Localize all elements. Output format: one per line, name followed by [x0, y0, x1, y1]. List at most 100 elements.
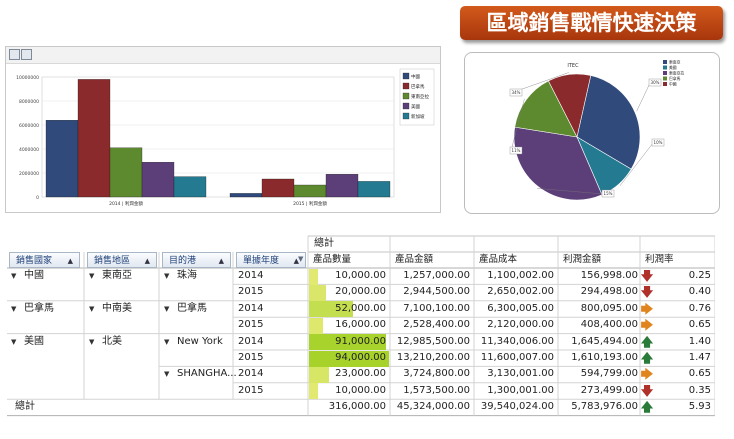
callout-line	[636, 82, 651, 112]
field-button-2[interactable]: 銷售地區 ▲	[87, 252, 157, 268]
expand-icon[interactable]: ▼	[89, 304, 95, 313]
cell-amount: 13,210,200.00	[396, 352, 470, 363]
y-tick-label: 8000000	[19, 99, 39, 105]
row-port: 珠海	[177, 270, 197, 281]
cell-quantity: 16,000.00	[335, 319, 386, 331]
expand-icon[interactable]: ▼	[11, 337, 17, 346]
expand-icon[interactable]: ▼	[89, 337, 95, 346]
measure-header-1: 產品數量	[313, 254, 352, 265]
pie-title: ITEC	[567, 63, 579, 69]
quantity-data-bar	[309, 268, 318, 285]
pie-legend-swatch	[663, 82, 667, 86]
chart-type-icon[interactable]	[9, 49, 20, 60]
y-tick-label: 6000000	[19, 123, 39, 129]
trend-up-icon: 🡅	[640, 351, 654, 365]
expand-icon[interactable]: ▼	[89, 272, 95, 280]
row-port: 巴拿馬	[177, 302, 207, 314]
trend-up-icon: 🡅	[640, 334, 654, 349]
bar-chart: 10000000 8000000 6000000 4000000 2000000 0 201…	[16, 68, 435, 207]
expand-icon[interactable]: ▼	[11, 304, 17, 313]
total-profit: 5,783,976.00	[571, 401, 638, 413]
trend-up-icon: 🡅	[640, 400, 654, 415]
cell-amount: 7,100,100.00	[403, 302, 470, 314]
field-button-label: 目的港	[169, 256, 197, 266]
quantity-data-bar	[309, 317, 323, 334]
cell-quantity: 91,000.00	[335, 335, 386, 347]
cell-cost: 6,300,005.00	[487, 302, 554, 314]
total-profit-rate: 5.93	[688, 401, 711, 413]
expand-icon[interactable]: ▼	[164, 304, 170, 313]
measure-header-5: 利潤率	[645, 254, 674, 265]
field-button-1[interactable]: 銷售國家 ▲	[9, 252, 80, 268]
callout-box	[509, 146, 523, 155]
x-category-label: 2014 | 利潤金額	[109, 200, 143, 207]
expand-icon[interactable]: ▼	[164, 272, 170, 280]
bar-4-2	[325, 174, 359, 198]
cell-profit: 1,610,193.00	[571, 352, 638, 363]
sort-ascending-icon[interactable]: ▲	[67, 257, 73, 265]
row-country: 巴拿馬	[24, 302, 54, 314]
cell-quantity: 23,000.00	[335, 368, 386, 380]
cell-cost: 1,300,001.00	[487, 384, 554, 396]
bar-3-1	[109, 147, 143, 198]
chart-export-icon[interactable]	[21, 49, 32, 60]
y-tick-label: 0	[36, 195, 39, 201]
pie-chart-panel: ITEC 30% 10% 15% 11% 34% 東南亞 美國 東南亞拉 巴拿馬 中國	[464, 52, 720, 214]
bar-5-2	[357, 181, 391, 198]
x-category-label: 2015 | 利潤金額	[293, 200, 327, 207]
cell-amount: 2,944,500.00	[403, 286, 470, 298]
pie-slice-4	[514, 80, 578, 138]
pie-callout-label: 34%	[512, 90, 521, 95]
cell-quantity: 10,000.00	[335, 384, 386, 396]
pie-legend-label: 中國	[669, 82, 677, 87]
callout-box	[648, 78, 662, 87]
legend-label: 中國	[411, 73, 420, 80]
field-button-4[interactable]: 單據年度 ▲	[236, 252, 306, 268]
row-region: 北美	[102, 335, 122, 347]
cell-amount: 12,985,500.00	[396, 335, 470, 347]
field-button-3[interactable]: 目的港 ▲	[162, 252, 231, 268]
legend-swatch	[402, 92, 410, 100]
callout-line	[510, 98, 525, 152]
bar-4-1	[141, 162, 175, 198]
pie-slice-5	[548, 73, 592, 138]
pie-slice-1	[576, 75, 641, 170]
field-button-label: 單據年度	[243, 256, 280, 266]
cell-profit-rate: 0.65	[688, 319, 711, 331]
sort-ascending-icon[interactable]: ▲	[218, 257, 224, 265]
y-tick-label: 2000000	[19, 171, 39, 177]
row-region: 中南美	[102, 302, 132, 314]
legend-label: 東南亞拉	[411, 93, 429, 100]
cell-amount: 1,257,000.00	[403, 270, 470, 281]
sort-ascending-icon[interactable]: ▲	[144, 257, 150, 265]
bar-chart-panel: 10000000 8000000 6000000 4000000 2000000 0 201…	[5, 46, 441, 213]
cell-profit: 800,095.00	[580, 302, 638, 314]
sort-ascending-icon[interactable]: ▲	[293, 257, 299, 265]
trend-right-icon: 🡆	[640, 367, 654, 382]
callout-line	[619, 142, 654, 186]
y-tick-label: 4000000	[19, 147, 39, 153]
pie-legend-swatch	[663, 60, 667, 64]
row-year: 2015	[238, 384, 264, 396]
cell-amount: 2,528,400.00	[403, 319, 470, 331]
filter-icon[interactable]: ▼	[298, 255, 304, 263]
quantity-data-bar	[309, 350, 389, 367]
row-region: 東南亞	[102, 270, 132, 281]
trend-down-icon: 🡇	[640, 383, 654, 398]
expand-icon[interactable]: ▼	[164, 370, 170, 379]
quantity-data-bar	[309, 284, 327, 301]
row-year: 2015	[238, 286, 264, 298]
measure-header-4: 利潤金額	[563, 254, 602, 265]
pie-legend-label: 東南亞	[669, 60, 681, 65]
cell-quantity: 20,000.00	[335, 286, 386, 298]
expand-icon[interactable]: ▼	[164, 337, 170, 346]
legend-label: 美國	[411, 103, 420, 110]
pie-callout-label: 30%	[651, 80, 660, 85]
cell-cost: 1,100,002.00	[487, 270, 554, 281]
row-year: 2014	[238, 270, 264, 281]
trend-down-icon: 🡇	[640, 269, 654, 283]
bar-1-2	[229, 193, 263, 198]
bar-5-1	[173, 176, 207, 198]
expand-icon[interactable]: ▼	[11, 272, 17, 280]
